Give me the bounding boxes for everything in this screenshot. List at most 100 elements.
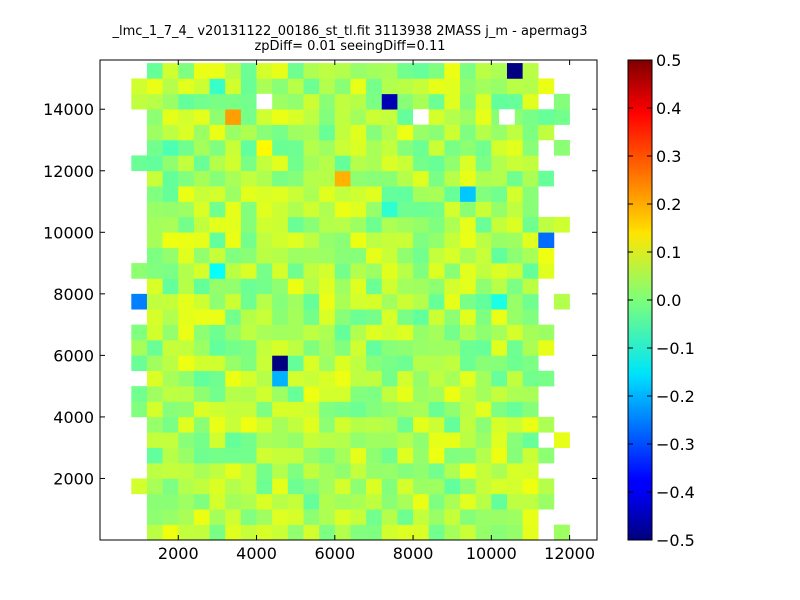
heatmap-cell (538, 478, 555, 495)
heatmap-cell (381, 524, 398, 541)
heatmap-cell (366, 416, 383, 433)
heatmap-cell (272, 478, 289, 495)
heatmap-cell (256, 340, 273, 356)
heatmap-cell (538, 78, 555, 95)
heatmap-cell (444, 355, 461, 372)
heatmap-cell (475, 278, 492, 295)
heatmap-cell (460, 155, 476, 172)
heatmap-cell (225, 170, 242, 187)
heatmap-cell (475, 216, 492, 233)
heatmap-cell (413, 524, 430, 541)
heatmap-cell (381, 370, 398, 387)
heatmap-cell (256, 78, 273, 95)
heatmap-cell (444, 416, 461, 433)
heatmap-cell (272, 324, 289, 341)
heatmap-cell (350, 401, 367, 418)
heatmap-cell (475, 293, 492, 310)
heatmap-cell (334, 170, 351, 187)
heatmap-cell (397, 263, 414, 279)
heatmap-cell (350, 524, 367, 541)
heatmap-cell (209, 447, 226, 464)
heatmap-cell (272, 140, 289, 156)
heatmap-cell (334, 416, 351, 433)
heatmap-cell (553, 524, 570, 541)
heatmap-cell (131, 293, 148, 310)
heatmap-cell (287, 155, 304, 172)
heatmap-cell (287, 324, 304, 341)
heatmap-cell (240, 232, 257, 248)
heatmap-cell (428, 247, 445, 264)
heatmap-cell (178, 293, 195, 310)
heatmap-cell (256, 216, 273, 233)
heatmap-cell (319, 232, 336, 248)
heatmap-cell (506, 401, 523, 418)
heatmap-cell (522, 493, 539, 510)
heatmap-cell (240, 247, 257, 264)
heatmap-cell (272, 247, 289, 264)
heatmap-cell (475, 493, 492, 510)
heatmap-cell (193, 232, 210, 248)
heatmap-cell (444, 78, 461, 95)
heatmap-cell (225, 340, 242, 356)
heatmap-cell (475, 93, 492, 110)
heatmap-cell (240, 216, 257, 233)
heatmap-cell (428, 278, 445, 295)
heatmap-cell (397, 78, 414, 95)
heatmap-cell (319, 386, 336, 402)
heatmap-cell (506, 186, 523, 202)
heatmap-cell (428, 63, 445, 79)
heatmap-cell (303, 493, 320, 510)
heatmap-cell (553, 140, 570, 156)
heatmap-cell (460, 309, 476, 325)
heatmap-cell (240, 324, 257, 341)
y-tick-label: 14000 (43, 100, 94, 119)
heatmap-cell (162, 109, 179, 125)
heatmap-cell (287, 186, 304, 202)
heatmap-cell (178, 478, 195, 495)
heatmap-cell (162, 293, 179, 310)
heatmap-cell (209, 78, 226, 95)
heatmap-cell (209, 370, 226, 387)
heatmap-cell (381, 124, 398, 141)
colorbar-tick-label: 0.2 (656, 195, 681, 214)
heatmap-cell (428, 447, 445, 464)
heatmap-cell (319, 493, 336, 510)
heatmap-cell (475, 386, 492, 402)
heatmap-cell (381, 324, 398, 341)
heatmap-cell (287, 263, 304, 279)
heatmap-cell (506, 247, 523, 264)
heatmap-cell (178, 247, 195, 264)
heatmap-cell (303, 109, 320, 125)
heatmap-cell (146, 386, 163, 402)
heatmap-cell (303, 324, 320, 341)
heatmap-cell (319, 63, 336, 79)
heatmap-cell (193, 140, 210, 156)
heatmap-cell (397, 309, 414, 325)
heatmap-cell (272, 93, 289, 110)
heatmap-cell (475, 509, 492, 525)
heatmap-cell (193, 340, 210, 356)
heatmap-cell (146, 216, 163, 233)
heatmap-cell (209, 509, 226, 525)
heatmap-cell (272, 370, 289, 387)
heatmap-cell (240, 170, 257, 187)
heatmap-cell (444, 170, 461, 187)
heatmap-cell (193, 293, 210, 310)
heatmap-cell (225, 63, 242, 79)
heatmap-cell (272, 340, 289, 356)
heatmap-cell (460, 124, 476, 141)
heatmap-cell (209, 109, 226, 125)
heatmap-cell (303, 263, 320, 279)
heatmap-cell (460, 416, 476, 433)
heatmap-cell (193, 278, 210, 295)
heatmap-cell (256, 278, 273, 295)
heatmap-cell (522, 170, 539, 187)
heatmap-cell (225, 370, 242, 387)
heatmap-cell (131, 93, 148, 110)
heatmap-cell (491, 78, 508, 95)
heatmap-cell (413, 170, 430, 187)
heatmap-cell (491, 370, 508, 387)
heatmap-cell (413, 186, 430, 202)
heatmap-cell (428, 524, 445, 541)
heatmap-cell (240, 309, 257, 325)
